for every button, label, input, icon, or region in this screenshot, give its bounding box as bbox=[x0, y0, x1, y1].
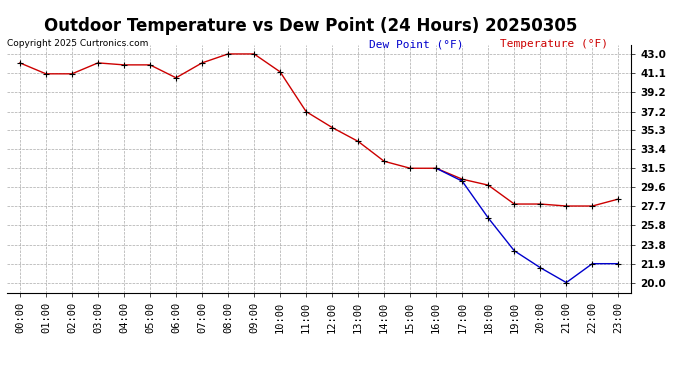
Text: Copyright 2025 Curtronics.com: Copyright 2025 Curtronics.com bbox=[7, 39, 148, 48]
Text: Temperature (°F): Temperature (°F) bbox=[500, 39, 609, 50]
Text: Outdoor Temperature vs Dew Point (24 Hours) 20250305: Outdoor Temperature vs Dew Point (24 Hou… bbox=[43, 17, 578, 35]
Text: Dew Point (°F): Dew Point (°F) bbox=[369, 39, 464, 50]
